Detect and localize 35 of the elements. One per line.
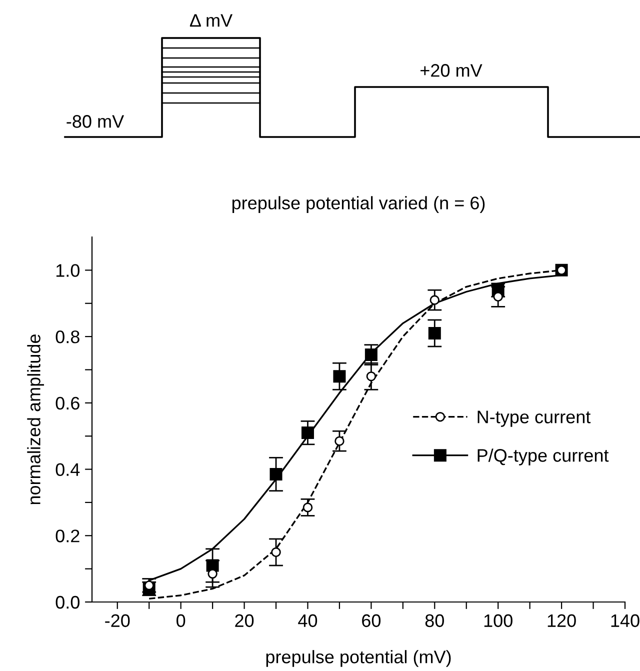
point [364,348,378,362]
point [493,292,503,302]
y-tick-label: 0.8 [56,330,80,344]
y-tick-label: 0.0 [56,596,80,609]
point [302,502,313,512]
text: Δ mV [190,14,233,27]
point [428,326,441,340]
text: -80 mV [66,115,124,128]
y-tick-label: 1.0 [56,264,80,277]
x-tick-label: 60 [362,614,381,628]
point [301,426,314,440]
x-tick-label: 20 [235,614,254,628]
point [271,547,281,558]
y-tick-label: 0.2 [56,530,80,542]
x-tick-label: 40 [298,614,318,628]
y-axis-title: normalized amplitude [27,334,44,504]
legend-label: P/Q-type current [478,448,609,466]
y-tick-label: 0.6 [56,396,80,410]
x-tick-label: 80 [425,614,444,628]
x-tick-label: 120 [548,614,576,628]
y-tick-label: 0.4 [56,463,80,476]
point [430,295,440,305]
point [366,372,376,382]
point [333,370,346,383]
x-axis-title: prepulse potential (mV) [266,650,451,667]
chart-title: prepulse potential varied (n = 6) [232,196,485,213]
point [270,468,282,480]
x-tick-label: 100 [484,614,512,628]
x-tick-label: 0 [176,614,186,628]
text: +20 mV [420,64,482,77]
x-tick-label: -20 [105,614,130,628]
x-tick-label: 140 [611,614,640,628]
point [334,436,344,446]
legend-label: N-type current [478,410,591,427]
point [208,568,218,579]
